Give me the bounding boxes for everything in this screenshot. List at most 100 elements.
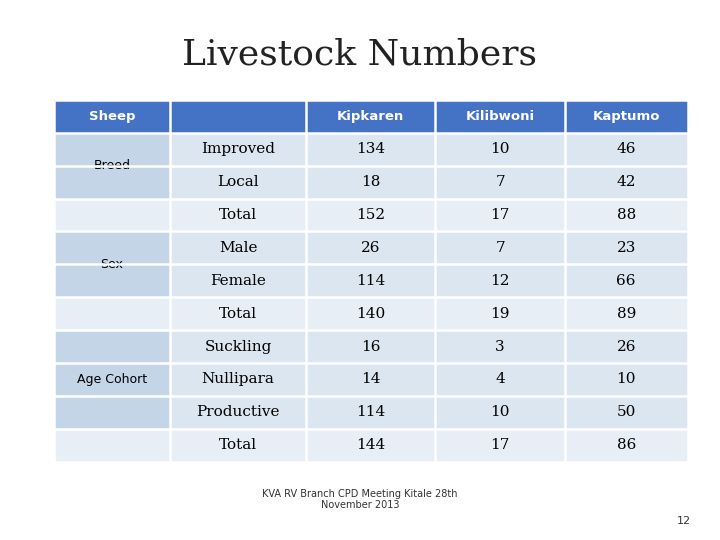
- Bar: [54, 133, 170, 199]
- Text: 46: 46: [616, 142, 636, 156]
- Text: KVA RV Branch CPD Meeting Kitale 28th
November 2013: KVA RV Branch CPD Meeting Kitale 28th No…: [262, 489, 458, 510]
- Bar: [170, 199, 306, 232]
- Text: Livestock Numbers: Livestock Numbers: [182, 38, 538, 72]
- Text: 152: 152: [356, 208, 385, 222]
- Text: Local: Local: [217, 175, 259, 189]
- Text: Kipkaren: Kipkaren: [337, 110, 405, 123]
- Text: Improved: Improved: [201, 142, 275, 156]
- Bar: [565, 199, 688, 232]
- Text: 26: 26: [361, 241, 381, 255]
- Bar: [306, 133, 436, 166]
- Text: Total: Total: [219, 438, 257, 453]
- Bar: [306, 429, 436, 462]
- Text: 114: 114: [356, 274, 385, 288]
- Text: 14: 14: [361, 373, 381, 387]
- Bar: [436, 265, 565, 297]
- Bar: [565, 133, 688, 166]
- Bar: [565, 363, 688, 396]
- Text: Nullipara: Nullipara: [202, 373, 274, 387]
- Text: 7: 7: [495, 175, 505, 189]
- Bar: [170, 396, 306, 429]
- Bar: [170, 330, 306, 363]
- Text: 12: 12: [677, 516, 691, 526]
- Text: Kaptumo: Kaptumo: [593, 110, 660, 123]
- Text: 86: 86: [616, 438, 636, 453]
- Bar: [170, 232, 306, 265]
- Bar: [170, 429, 306, 462]
- Bar: [436, 232, 565, 265]
- Bar: [306, 396, 436, 429]
- Bar: [565, 166, 688, 199]
- Text: 88: 88: [616, 208, 636, 222]
- Bar: [170, 166, 306, 199]
- Bar: [170, 133, 306, 166]
- Bar: [565, 232, 688, 265]
- Text: 134: 134: [356, 142, 385, 156]
- Text: Kilibwoni: Kilibwoni: [466, 110, 535, 123]
- Text: 19: 19: [490, 307, 510, 321]
- Bar: [436, 297, 565, 330]
- Bar: [436, 363, 565, 396]
- Text: 7: 7: [495, 241, 505, 255]
- Bar: [436, 100, 565, 133]
- Bar: [306, 297, 436, 330]
- Text: Breed: Breed: [94, 159, 130, 172]
- Bar: [306, 232, 436, 265]
- Bar: [436, 133, 565, 166]
- Text: 17: 17: [490, 208, 510, 222]
- Bar: [54, 100, 170, 133]
- Bar: [306, 199, 436, 232]
- Bar: [436, 330, 565, 363]
- Bar: [306, 166, 436, 199]
- Text: Age Cohort: Age Cohort: [77, 373, 147, 386]
- Text: 66: 66: [616, 274, 636, 288]
- Text: 16: 16: [361, 340, 381, 354]
- Bar: [565, 100, 688, 133]
- Text: Female: Female: [210, 274, 266, 288]
- Text: Total: Total: [219, 208, 257, 222]
- Text: 3: 3: [495, 340, 505, 354]
- Text: 89: 89: [616, 307, 636, 321]
- Text: Sex: Sex: [101, 258, 124, 271]
- Bar: [306, 330, 436, 363]
- Bar: [170, 297, 306, 330]
- Text: Sheep: Sheep: [89, 110, 135, 123]
- Bar: [170, 363, 306, 396]
- Text: 12: 12: [490, 274, 510, 288]
- Text: 10: 10: [490, 406, 510, 420]
- Bar: [54, 232, 170, 297]
- Text: 23: 23: [616, 241, 636, 255]
- Bar: [436, 396, 565, 429]
- Text: 4: 4: [495, 373, 505, 387]
- Bar: [436, 166, 565, 199]
- Text: 114: 114: [356, 406, 385, 420]
- Text: Male: Male: [219, 241, 257, 255]
- Bar: [436, 429, 565, 462]
- Bar: [170, 265, 306, 297]
- Bar: [565, 396, 688, 429]
- Text: 18: 18: [361, 175, 380, 189]
- Bar: [565, 330, 688, 363]
- Bar: [54, 297, 170, 330]
- Text: Suckling: Suckling: [204, 340, 271, 354]
- Bar: [306, 265, 436, 297]
- Text: 10: 10: [616, 373, 636, 387]
- Bar: [565, 429, 688, 462]
- Text: 144: 144: [356, 438, 385, 453]
- Bar: [565, 265, 688, 297]
- Bar: [565, 297, 688, 330]
- Text: Total: Total: [219, 307, 257, 321]
- Text: 26: 26: [616, 340, 636, 354]
- Text: 50: 50: [616, 406, 636, 420]
- Bar: [54, 429, 170, 462]
- Bar: [170, 100, 306, 133]
- Bar: [54, 199, 170, 232]
- Text: 17: 17: [490, 438, 510, 453]
- Bar: [306, 363, 436, 396]
- Text: Productive: Productive: [197, 406, 280, 420]
- Text: 10: 10: [490, 142, 510, 156]
- Bar: [306, 100, 436, 133]
- Bar: [54, 330, 170, 429]
- Text: 140: 140: [356, 307, 385, 321]
- Bar: [436, 199, 565, 232]
